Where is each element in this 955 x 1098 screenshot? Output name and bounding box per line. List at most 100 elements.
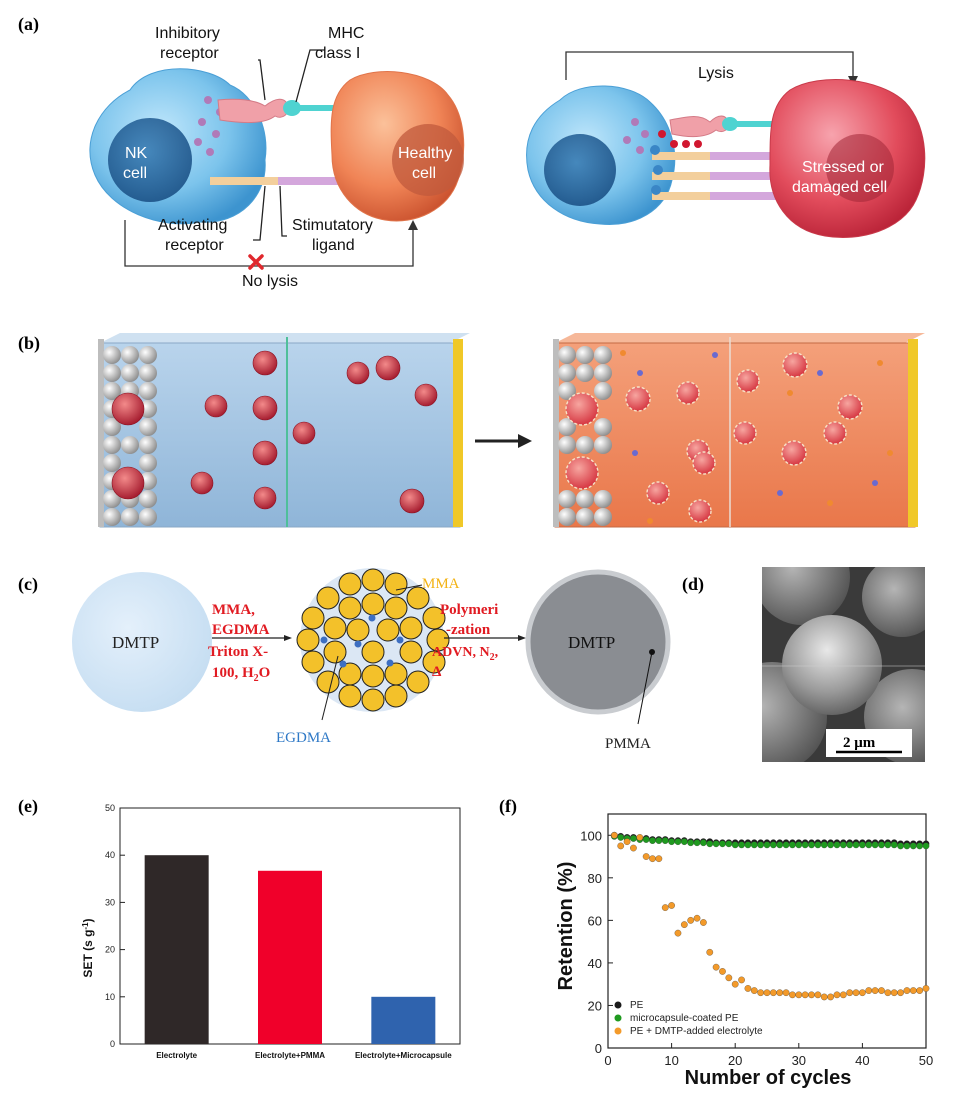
step2-text-4: Δ: [432, 664, 442, 680]
activating-label-2: receptor: [165, 237, 224, 254]
no-lysis-cross-icon: [248, 254, 264, 270]
f-point-series-2: [839, 991, 847, 999]
inhibitory-pointer: [258, 59, 266, 101]
f-point-series-1: [871, 841, 879, 849]
activating-pointer: [253, 185, 266, 241]
stressed-label-1: Stressed or: [802, 159, 884, 176]
sem-image: 2 μm: [762, 567, 925, 762]
f-point-series-2: [909, 987, 917, 994]
f-point-series-1: [814, 841, 822, 849]
left-microcapsules: [111, 350, 438, 514]
f-point-series-2: [827, 993, 834, 1001]
f-ytick-label: 100: [580, 828, 602, 843]
inhibitory-label-1: Inhibitory: [155, 25, 220, 42]
pmma-pointer: [637, 651, 653, 725]
stimulatory-label-1: Stimutatory: [292, 217, 373, 234]
f-point-series-1: [700, 839, 707, 847]
panel-b-diagram: [98, 333, 925, 528]
f-point-series-2: [680, 921, 688, 928]
e-ytick-label: 0: [110, 1039, 115, 1049]
egdma-dots: [320, 614, 404, 668]
f-point-series-2: [725, 974, 733, 982]
panel-e-label: (e): [18, 796, 38, 816]
e-ylabel-main: SET (s g: [81, 930, 95, 978]
f-legend-label: PE: [630, 1000, 644, 1011]
f-xtick-label: 50: [919, 1053, 933, 1068]
egdma-pointer: [321, 655, 339, 721]
step1-text-4a: 100, H: [212, 665, 254, 681]
f-point-series-2: [865, 987, 873, 994]
f-point-series-1: [655, 837, 663, 844]
e-category-label: Electrolyte+PMMA: [255, 1051, 325, 1060]
stressed-label-2: damaged cell: [792, 179, 887, 196]
panel-c-label: (c): [18, 574, 38, 594]
nk-nucleus-right: [544, 134, 616, 206]
mma-pointer: [395, 584, 423, 591]
f-point-series-2: [706, 948, 714, 956]
dmtp-droplet: [72, 572, 212, 712]
f-legend-marker: [614, 1001, 622, 1009]
f-xtick-label: 0: [604, 1053, 611, 1068]
f-point-series-1: [897, 842, 904, 850]
stressed-nucleus: [826, 134, 894, 202]
left-current-collector: [453, 339, 463, 527]
f-point-series-2: [668, 902, 675, 909]
f-point-series-1: [719, 840, 726, 848]
f-point-series-2: [795, 991, 803, 999]
f-point-series-1: [680, 838, 688, 846]
step1-text-3: Triton X-: [208, 644, 268, 660]
f-point-series-1: [846, 841, 854, 849]
f-point-series-2: [700, 919, 707, 926]
f-point-series-2: [814, 991, 822, 999]
right-current-collector: [908, 339, 918, 527]
e-category-label: Electrolyte+Microcapsule: [355, 1051, 452, 1060]
f-point-series-1: [744, 841, 752, 849]
step2-text-2: -zation: [446, 622, 491, 638]
mhc-label-2: class I: [315, 45, 360, 62]
f-point-series-1: [674, 838, 682, 846]
f-point-series-2: [661, 904, 669, 911]
step1-text-1: MMA,: [212, 602, 255, 618]
chart-f: Retention (%) Number of cycles 0 10 20 30 40…: [555, 813, 933, 1089]
nk-label-1: NK: [125, 145, 148, 162]
mma-particles: [296, 568, 450, 712]
left-anode-plate: [98, 339, 104, 527]
f-point-series-1: [757, 841, 764, 849]
lysis-label: Lysis: [698, 65, 734, 82]
chart-e: SET (s g-1) 0 10 20 30 40 50 Electrolyte Electr…: [81, 803, 461, 1060]
f-point-series-2: [897, 989, 904, 997]
step2-sub: 2: [490, 652, 495, 663]
no-lysis-arrowhead: [408, 220, 418, 230]
step2-arrowhead: [518, 635, 526, 641]
inhibitory-label-2: receptor: [160, 45, 219, 62]
inhibitory-receptor-right: [669, 115, 729, 138]
f-point-series-2: [871, 987, 879, 994]
f-point-series-2: [719, 968, 726, 975]
f-point-series-2: [642, 853, 650, 860]
right-broken-capsules: [565, 352, 863, 523]
mhc-pointer: [295, 49, 325, 103]
f-point-series-2: [782, 989, 790, 997]
panel-b-label: (b): [18, 333, 40, 353]
f-point-series-2: [922, 985, 930, 992]
panel-a-label: (a): [18, 14, 39, 34]
f-point-series-2: [655, 855, 663, 863]
f-legend-marker: [614, 1014, 622, 1022]
f-point-series-2: [770, 989, 777, 997]
healthy-label-1: Healthy: [398, 145, 452, 162]
mhc-label-1: MHC: [328, 25, 364, 42]
f-legend-label: microcapsule-coated PE: [630, 1013, 739, 1024]
f-point-series-2: [674, 929, 682, 937]
f-ytick-label: 40: [588, 956, 602, 971]
f-point-series-2: [757, 989, 764, 997]
f-point-series-1: [668, 838, 675, 846]
f-point-series-2: [744, 985, 752, 992]
f-plot-frame: [607, 813, 927, 1049]
f-point-series-1: [661, 837, 669, 844]
egdma-label: EGDMA: [276, 730, 331, 746]
f-point-series-1: [808, 841, 815, 849]
e-ytick-label: 50: [105, 803, 115, 813]
f-point-series-1: [820, 841, 828, 849]
f-point-series-2: [611, 831, 618, 839]
panel-c-diagram: DMTP MMA, EGDMA Triton X- 100, H2O MMA E…: [72, 568, 671, 752]
